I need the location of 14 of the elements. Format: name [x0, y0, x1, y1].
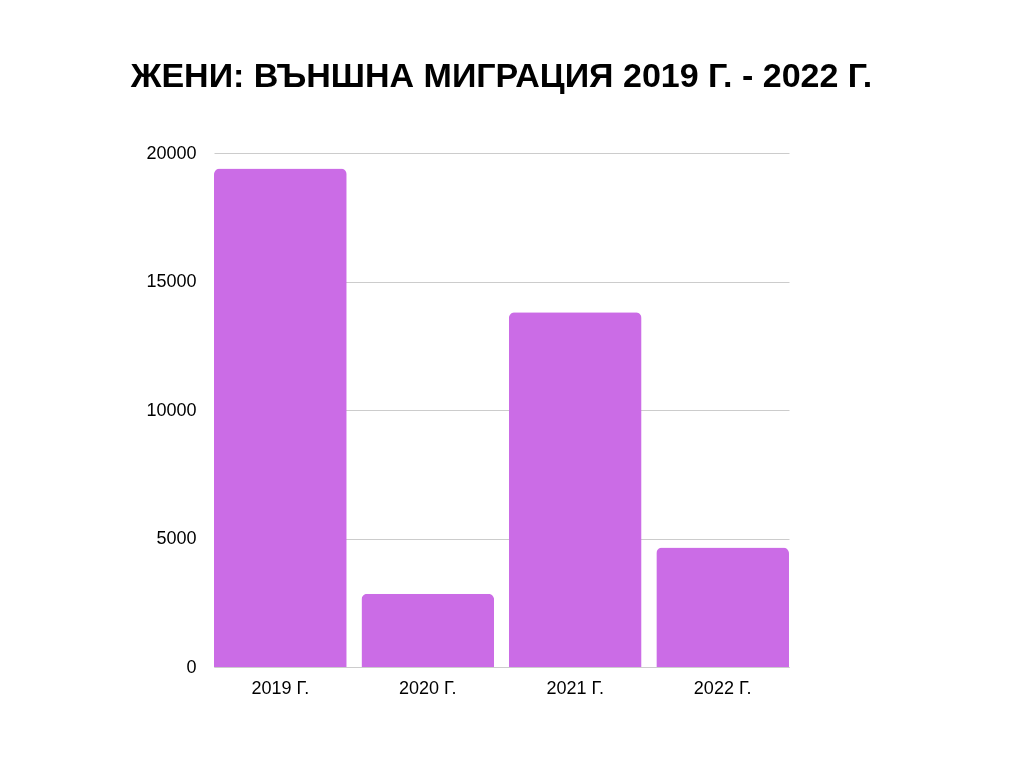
x-tick-label: 2021 Г. [546, 677, 605, 698]
x-tick-label: 2022 Г. [693, 677, 752, 698]
bar [656, 547, 789, 667]
y-tick-label: 5000 [156, 528, 197, 548]
bar [508, 312, 642, 667]
y-tick-label: 20000 [146, 142, 197, 163]
x-tick-label: 2020 Г. [398, 677, 457, 698]
y-tick-label: 0 [186, 656, 197, 677]
bar [361, 593, 495, 667]
x-tick-label: 2019 Г. [251, 677, 310, 698]
bar [214, 168, 347, 667]
chart-title: ЖЕНИ: ВЪНШНА МИГРАЦИЯ 2019 Г. - 2022 Г. [129, 56, 873, 94]
y-tick-label: 15000 [146, 271, 197, 291]
y-tick-label: 10000 [146, 399, 197, 420]
